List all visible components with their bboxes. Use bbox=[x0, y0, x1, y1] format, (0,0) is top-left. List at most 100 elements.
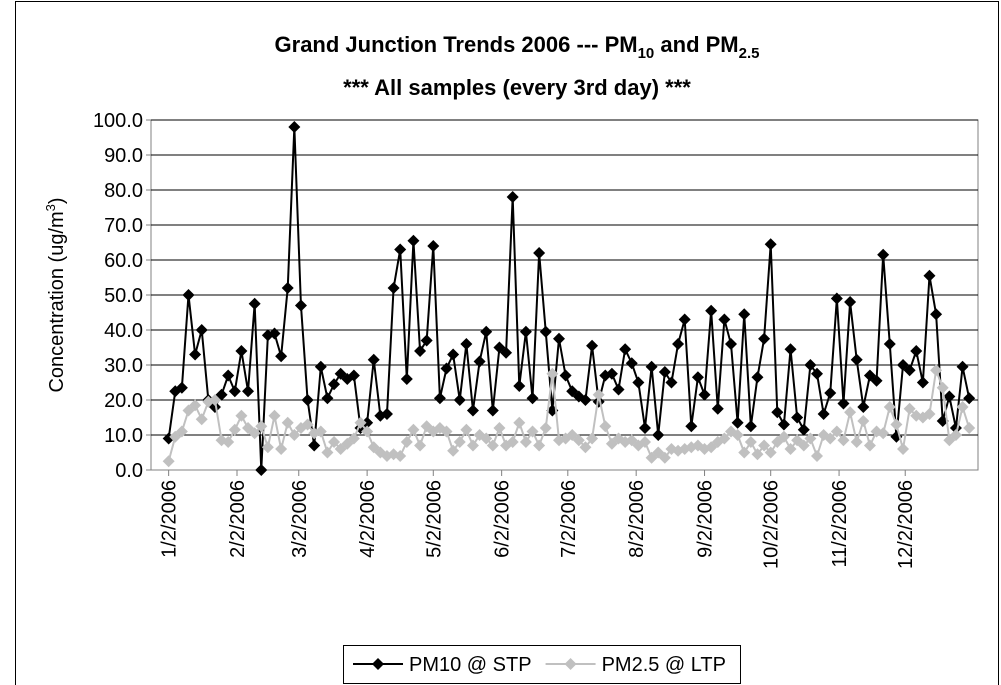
data-point bbox=[777, 418, 790, 431]
data-point bbox=[678, 313, 691, 326]
data-point bbox=[619, 343, 632, 356]
data-point bbox=[453, 394, 466, 406]
x-tick-label: 2/2/2006 bbox=[227, 480, 249, 558]
data-point bbox=[844, 296, 857, 308]
data-point bbox=[612, 383, 625, 396]
data-point bbox=[222, 369, 235, 382]
data-point bbox=[440, 362, 453, 375]
data-point bbox=[658, 366, 671, 378]
data-point bbox=[890, 418, 903, 431]
data-point bbox=[731, 429, 744, 441]
data-point bbox=[480, 432, 493, 445]
data-point bbox=[758, 439, 771, 452]
data-point bbox=[599, 420, 612, 433]
data-point bbox=[638, 422, 651, 434]
data-point bbox=[850, 353, 863, 366]
y-tick-label: 30.0 bbox=[104, 355, 143, 377]
y-tick-label: 70.0 bbox=[104, 215, 143, 237]
data-point bbox=[473, 355, 486, 368]
data-point bbox=[691, 371, 704, 384]
y-label-part: Concentration (ug/m bbox=[46, 211, 68, 392]
data-point bbox=[281, 282, 294, 294]
data-point bbox=[480, 325, 493, 338]
data-point bbox=[347, 369, 360, 382]
data-point bbox=[764, 238, 777, 251]
data-point bbox=[625, 357, 638, 370]
y-axis-label: Concentration (ug/m3) bbox=[43, 197, 68, 392]
data-point bbox=[242, 385, 255, 398]
legend-label: PM2.5 @ LTP bbox=[602, 654, 726, 676]
data-point bbox=[308, 439, 321, 452]
data-point bbox=[268, 409, 281, 422]
data-point bbox=[466, 404, 479, 417]
data-point bbox=[758, 332, 771, 345]
data-point bbox=[738, 308, 751, 321]
data-point bbox=[963, 392, 976, 405]
data-point bbox=[546, 367, 559, 380]
data-point bbox=[665, 376, 678, 389]
data-point bbox=[162, 455, 175, 468]
data-point bbox=[936, 381, 949, 394]
data-point bbox=[433, 392, 446, 405]
data-point bbox=[784, 443, 797, 455]
data-point bbox=[486, 404, 499, 417]
data-point bbox=[797, 439, 810, 452]
data-point bbox=[718, 432, 731, 445]
data-point bbox=[526, 425, 539, 438]
x-tick-label: 10/2/2006 bbox=[761, 480, 783, 569]
data-point bbox=[824, 387, 837, 399]
data-point bbox=[506, 436, 519, 448]
legend: PM10 @ STP PM2.5 @ LTP bbox=[343, 645, 741, 684]
y-label-superscript: 3 bbox=[43, 204, 58, 211]
data-point bbox=[857, 415, 870, 427]
data-point bbox=[579, 441, 592, 454]
data-point bbox=[903, 364, 916, 377]
data-point bbox=[380, 408, 393, 420]
data-point bbox=[744, 436, 757, 448]
data-point bbox=[420, 334, 433, 347]
data-point bbox=[414, 345, 427, 357]
data-point bbox=[804, 359, 817, 371]
data-point bbox=[301, 418, 314, 431]
x-tick-label: 4/2/2006 bbox=[357, 480, 379, 558]
data-point bbox=[850, 436, 863, 448]
data-point bbox=[506, 191, 519, 203]
data-point bbox=[658, 451, 671, 464]
data-point bbox=[414, 439, 427, 452]
x-tick-label: 12/2/2006 bbox=[895, 480, 917, 569]
data-point bbox=[321, 446, 334, 459]
chart-subtitle: *** All samples (every 3rd day) *** bbox=[343, 75, 691, 100]
data-point bbox=[195, 324, 208, 336]
data-point bbox=[427, 240, 440, 252]
title-subscript: 10 bbox=[638, 45, 655, 62]
data-point bbox=[195, 413, 208, 426]
data-point bbox=[572, 434, 585, 447]
data-point bbox=[294, 299, 307, 312]
y-tick-label: 100.0 bbox=[93, 110, 143, 132]
data-point bbox=[897, 443, 910, 455]
data-point bbox=[182, 289, 195, 301]
data-point bbox=[513, 416, 526, 429]
data-point bbox=[466, 439, 479, 452]
data-point bbox=[817, 408, 830, 420]
title-part: and PM bbox=[654, 32, 738, 57]
data-point bbox=[797, 423, 810, 436]
data-point bbox=[447, 348, 460, 361]
data-point bbox=[943, 390, 956, 403]
data-point bbox=[751, 448, 764, 461]
x-tick-label: 9/2/2006 bbox=[695, 480, 717, 558]
data-point bbox=[923, 269, 936, 282]
data-point bbox=[877, 248, 890, 261]
data-point bbox=[175, 381, 188, 394]
data-point bbox=[228, 423, 241, 436]
data-point bbox=[281, 416, 294, 429]
data-point bbox=[539, 422, 552, 434]
data-point bbox=[804, 432, 817, 445]
data-point bbox=[255, 464, 268, 476]
data-point bbox=[228, 385, 241, 398]
data-point bbox=[638, 436, 651, 448]
legend-box bbox=[343, 645, 741, 684]
legend-label: PM10 @ STP bbox=[409, 654, 532, 676]
data-point bbox=[400, 373, 413, 385]
data-point bbox=[268, 327, 281, 340]
